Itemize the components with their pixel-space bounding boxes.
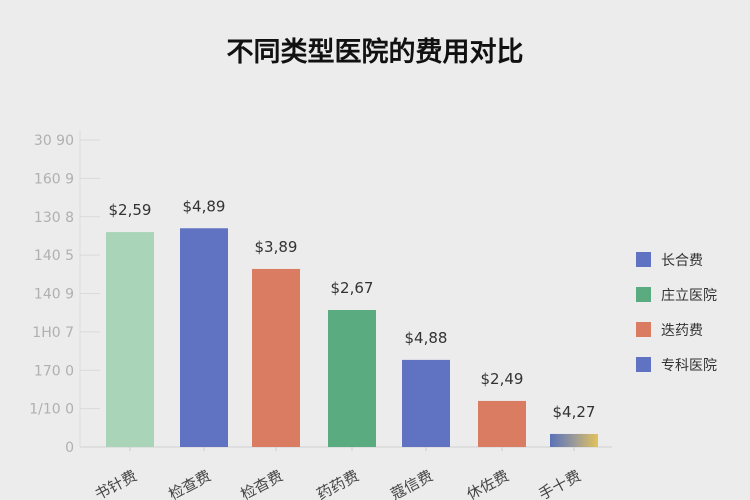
bar (478, 400, 526, 447)
legend-item: 专科医院 (636, 347, 717, 382)
legend-label: 迭药费 (661, 322, 703, 339)
bar (328, 310, 376, 447)
x-tick-label: 蔻信费 (388, 467, 436, 500)
data-label: $4,27 (553, 403, 596, 421)
legend-swatch (636, 287, 651, 302)
chart-title: 不同类型医院的费用对比 (226, 37, 524, 68)
legend-label: 庄立医院 (661, 287, 717, 304)
data-label: $2,67 (331, 279, 374, 297)
bar (402, 359, 450, 447)
x-tick-label: 药药费 (314, 467, 362, 500)
y-tick-label: 130 8 (34, 210, 74, 226)
legend-swatch (636, 357, 651, 372)
y-tick-label: 170 0 (34, 363, 74, 379)
legend-item: 迭药费 (636, 312, 717, 347)
legend-item: 长合费 (636, 242, 717, 277)
data-label: $4,89 (183, 197, 226, 215)
y-tick-label: 140 9 (34, 287, 74, 303)
x-tick-label: 书针费 (92, 467, 140, 500)
bar (550, 433, 598, 447)
legend-swatch (636, 322, 651, 337)
x-tick-label: 休佐费 (464, 467, 512, 500)
data-label: $3,89 (255, 238, 298, 256)
y-tick-label: 1/10 0 (29, 402, 74, 418)
legend-label: 专科医院 (661, 357, 717, 374)
bar (180, 228, 228, 447)
y-tick-label: 30 90 (34, 133, 74, 149)
y-tick-label: 160 9 (34, 171, 74, 187)
bar (252, 268, 300, 447)
legend-item: 庄立医院 (636, 277, 717, 312)
bar (106, 232, 154, 447)
legend: 长合费 庄立医院 迭药费 专科医院 (636, 242, 717, 382)
x-tick-label: 检杳费 (238, 467, 286, 500)
data-label: $2,49 (481, 370, 524, 388)
x-tick-label: 检查费 (166, 467, 214, 500)
data-label: $2,59 (109, 201, 152, 219)
y-tick-label: 1H0 7 (32, 325, 74, 341)
x-tick-label: 手十费 (536, 467, 584, 500)
legend-label: 长合费 (661, 252, 703, 269)
y-tick-label: 140 5 (34, 248, 74, 264)
legend-swatch (636, 252, 651, 267)
y-tick-label: 0 (65, 440, 74, 456)
data-label: $4,88 (405, 329, 448, 347)
